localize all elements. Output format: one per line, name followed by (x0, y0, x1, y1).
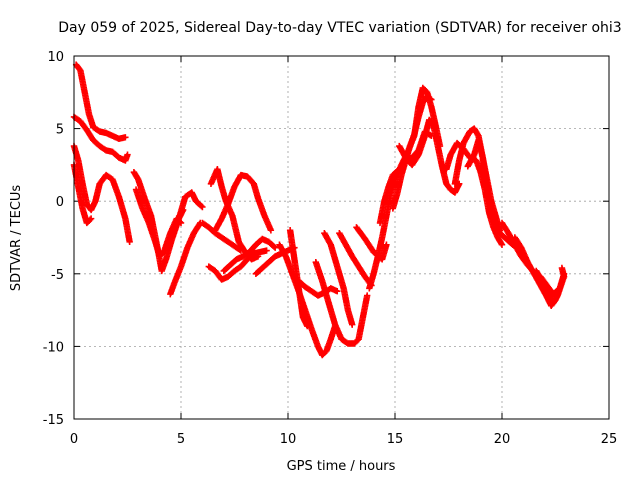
series-arc-22 (366, 84, 444, 292)
data-point (237, 247, 245, 254)
axis-ticks: 0 5 10 15 20 25 -15 -10 -5 0 5 10 (43, 50, 618, 447)
data-point (86, 216, 94, 223)
data-point (363, 292, 371, 299)
chart-title: Day 059 of 2025, Sidereal Day-to-day VTE… (58, 20, 621, 36)
data-point (271, 244, 279, 251)
x-tick-label: 25 (601, 432, 618, 447)
series-arc-24 (389, 93, 435, 212)
data-point (558, 264, 566, 272)
plot-frame (73, 55, 610, 420)
y-tick-label: -5 (51, 268, 64, 283)
data-point (267, 227, 275, 234)
x-tick-label: 20 (494, 432, 511, 447)
data-point (87, 215, 95, 222)
data-point (236, 246, 243, 253)
x-tick-label: 0 (70, 432, 78, 447)
data-point (124, 151, 131, 158)
series-arc-31 (533, 267, 566, 307)
data-point (198, 202, 205, 210)
data-point (122, 134, 129, 141)
data-point (199, 203, 206, 211)
series-arc-3 (70, 142, 133, 246)
x-tick-label: 15 (387, 432, 404, 447)
data-point (304, 322, 311, 330)
series-arc-8 (169, 189, 206, 241)
y-tick-label: -15 (43, 413, 64, 428)
data-point (126, 238, 133, 246)
data-point (498, 241, 506, 248)
series-arc-11 (205, 247, 270, 283)
series-arc-13 (199, 219, 245, 254)
y-tick-label: 5 (56, 123, 64, 138)
y-axis-label: SDTVAR / TECUs (9, 185, 24, 292)
y-tick-label: -10 (43, 340, 64, 355)
x-tick-label: 5 (177, 432, 185, 447)
data-points (70, 61, 568, 359)
x-axis-label: GPS time / hours (287, 459, 396, 474)
series-arc-18 (312, 258, 371, 347)
data-point (558, 279, 566, 286)
data-point (428, 96, 435, 103)
y-tick-label: 0 (56, 195, 64, 210)
series-arc-25 (396, 116, 463, 196)
series-arc-7 (167, 219, 204, 298)
data-point (334, 288, 341, 295)
series-arc-2 (70, 113, 131, 164)
data-point (270, 243, 278, 250)
series-arc-1 (72, 61, 129, 142)
series-arc-29 (498, 219, 568, 298)
y-tick-label: 10 (47, 50, 64, 65)
x-tick-label: 10 (280, 432, 297, 447)
data-point (349, 321, 356, 328)
series-arc-16 (286, 227, 311, 330)
series-arc-4 (70, 161, 95, 227)
series-arc-19 (321, 229, 356, 328)
series-arc-12 (220, 235, 279, 275)
data-point (263, 247, 270, 254)
data-point (383, 241, 390, 248)
